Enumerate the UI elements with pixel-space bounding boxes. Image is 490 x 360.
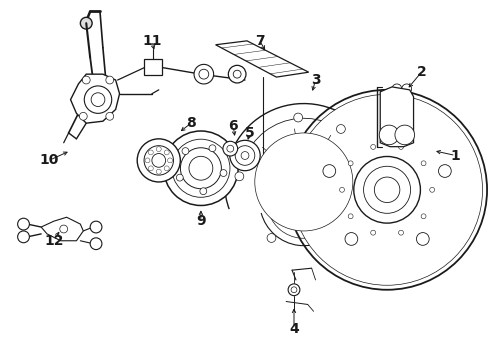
Circle shape	[168, 158, 172, 163]
Circle shape	[402, 84, 412, 94]
Circle shape	[233, 70, 241, 78]
Circle shape	[156, 147, 161, 152]
Circle shape	[137, 139, 180, 182]
Circle shape	[176, 174, 183, 181]
Circle shape	[398, 230, 403, 235]
Circle shape	[274, 153, 333, 211]
Circle shape	[182, 148, 189, 154]
Circle shape	[395, 125, 415, 145]
Circle shape	[371, 230, 376, 235]
Circle shape	[288, 284, 300, 296]
Circle shape	[106, 76, 114, 84]
Circle shape	[235, 146, 255, 165]
Circle shape	[209, 145, 216, 152]
Circle shape	[152, 153, 166, 167]
Circle shape	[194, 64, 214, 84]
Circle shape	[164, 166, 169, 171]
Circle shape	[323, 165, 336, 177]
Circle shape	[90, 238, 102, 249]
Text: 2: 2	[416, 65, 426, 79]
Circle shape	[337, 125, 345, 134]
Circle shape	[421, 161, 426, 166]
Circle shape	[340, 187, 344, 192]
Circle shape	[287, 90, 487, 290]
Circle shape	[106, 112, 114, 120]
Polygon shape	[71, 74, 120, 123]
Text: 7: 7	[255, 34, 265, 48]
Circle shape	[439, 165, 451, 177]
Circle shape	[267, 234, 276, 242]
Circle shape	[230, 140, 260, 171]
Circle shape	[398, 144, 403, 149]
Text: 4: 4	[289, 322, 299, 336]
Text: 12: 12	[44, 234, 64, 248]
Circle shape	[199, 69, 209, 79]
Circle shape	[379, 125, 399, 145]
Circle shape	[82, 76, 90, 84]
Polygon shape	[380, 87, 414, 147]
Circle shape	[180, 148, 221, 189]
Circle shape	[348, 214, 353, 219]
Circle shape	[228, 66, 246, 83]
Circle shape	[292, 94, 483, 285]
Circle shape	[294, 113, 302, 122]
Circle shape	[18, 231, 29, 243]
Circle shape	[220, 170, 227, 176]
Circle shape	[354, 157, 420, 223]
Circle shape	[371, 144, 376, 149]
Text: 6: 6	[228, 119, 238, 133]
Circle shape	[255, 133, 353, 231]
Circle shape	[381, 123, 393, 135]
Circle shape	[235, 172, 244, 181]
Circle shape	[80, 17, 92, 29]
FancyBboxPatch shape	[144, 59, 162, 75]
Text: 10: 10	[39, 153, 59, 167]
Circle shape	[144, 146, 173, 175]
Text: 11: 11	[142, 34, 162, 48]
Circle shape	[79, 112, 87, 120]
Circle shape	[145, 158, 150, 163]
Text: 1: 1	[451, 148, 461, 162]
Circle shape	[164, 150, 169, 155]
Circle shape	[189, 156, 213, 180]
Circle shape	[164, 131, 238, 206]
Circle shape	[241, 152, 249, 159]
Circle shape	[421, 214, 426, 219]
Text: 5: 5	[245, 126, 255, 140]
Circle shape	[348, 161, 353, 166]
Text: 8: 8	[186, 116, 196, 130]
Text: 9: 9	[196, 214, 206, 228]
Circle shape	[148, 166, 153, 171]
Circle shape	[392, 84, 402, 94]
Polygon shape	[216, 41, 309, 77]
Circle shape	[265, 143, 343, 221]
Circle shape	[156, 169, 161, 174]
Circle shape	[364, 166, 411, 213]
Circle shape	[84, 86, 112, 113]
Circle shape	[416, 233, 429, 245]
Text: 3: 3	[311, 73, 320, 87]
Circle shape	[60, 225, 68, 233]
Circle shape	[91, 93, 105, 107]
Polygon shape	[41, 217, 83, 241]
Circle shape	[430, 187, 435, 192]
Circle shape	[148, 150, 153, 155]
Circle shape	[345, 233, 358, 245]
Circle shape	[227, 145, 234, 152]
Circle shape	[374, 177, 400, 203]
Circle shape	[200, 188, 207, 195]
Circle shape	[291, 287, 297, 293]
Circle shape	[223, 141, 238, 156]
Circle shape	[90, 221, 102, 233]
Circle shape	[172, 139, 230, 197]
Circle shape	[18, 218, 29, 230]
